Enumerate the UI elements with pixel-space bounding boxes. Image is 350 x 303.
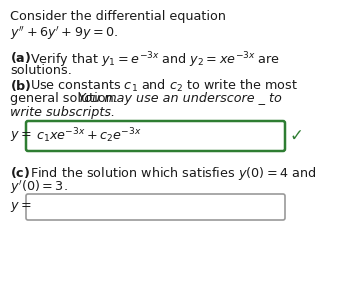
- Text: Find the solution which satisfies $y(0) = 4$ and: Find the solution which satisfies $y(0) …: [30, 165, 316, 182]
- FancyBboxPatch shape: [26, 121, 285, 151]
- Text: $y'' + 6y' + 9y = 0.$: $y'' + 6y' + 9y = 0.$: [10, 24, 118, 42]
- Text: You may use an underscore _ to: You may use an underscore _ to: [78, 92, 282, 105]
- Text: write subscripts.: write subscripts.: [10, 106, 115, 119]
- Text: $c_1xe^{-3x} + c_2e^{-3x}$: $c_1xe^{-3x} + c_2e^{-3x}$: [36, 127, 141, 145]
- Text: $y'(0) = 3.$: $y'(0) = 3.$: [10, 179, 68, 197]
- Text: Verify that $y_1 = e^{-3x}$ and $y_2 = xe^{-3x}$ are: Verify that $y_1 = e^{-3x}$ and $y_2 = x…: [30, 50, 280, 70]
- Text: solutions.: solutions.: [10, 64, 72, 77]
- Text: $y =$: $y =$: [10, 200, 32, 214]
- Text: general solution.: general solution.: [10, 92, 122, 105]
- Text: $\mathbf{(b)}$: $\mathbf{(b)}$: [10, 78, 32, 93]
- Text: $\mathbf{(a)}$: $\mathbf{(a)}$: [10, 50, 31, 65]
- Text: $y =$: $y =$: [10, 129, 32, 143]
- FancyBboxPatch shape: [26, 194, 285, 220]
- Text: ✓: ✓: [289, 127, 303, 145]
- Text: Use constants $c_1$ and $c_2$ to write the most: Use constants $c_1$ and $c_2$ to write t…: [30, 78, 298, 94]
- Text: Consider the differential equation: Consider the differential equation: [10, 10, 226, 23]
- Text: $\mathbf{(c)}$: $\mathbf{(c)}$: [10, 165, 30, 180]
